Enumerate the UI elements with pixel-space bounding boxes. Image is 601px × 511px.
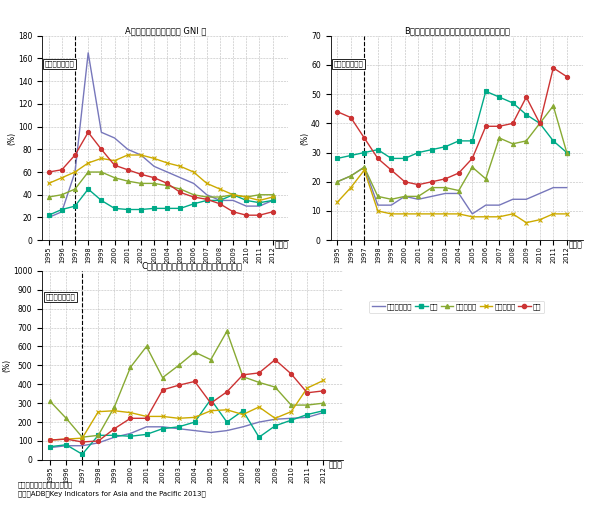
- Text: （年）: （年）: [569, 240, 583, 249]
- Text: 備考：データは全て期末値。: 備考：データは全て期末値。: [18, 481, 73, 488]
- Text: 資料：ADB『Key Indicators for Asia and the Pacific 2013』: 資料：ADB『Key Indicators for Asia and the P…: [18, 491, 206, 497]
- Text: アジア通貨危機: アジア通貨危機: [333, 60, 363, 67]
- Legend: インドネシア, 韓国, マレーシア, フィリピン, タイ: インドネシア, 韓国, マレーシア, フィリピン, タイ: [78, 301, 252, 313]
- Title: B。対外債務残高に占める短期債務残高の割合: B。対外債務残高に占める短期債務残高の割合: [404, 26, 510, 35]
- Text: アジア通貨危機: アジア通貨危機: [44, 60, 75, 67]
- Y-axis label: (%): (%): [7, 131, 16, 145]
- Text: （年）: （年）: [275, 240, 288, 249]
- Legend: インドネシア, 韓国, マレーシア, フィリピン, タイ: インドネシア, 韓国, マレーシア, フィリピン, タイ: [370, 301, 544, 313]
- Title: C。短期債務残高に対する外貨準備高の割合: C。短期債務残高に対する外貨準備高の割合: [142, 261, 243, 270]
- Text: （年）: （年）: [329, 460, 343, 469]
- Y-axis label: (%): (%): [300, 131, 310, 145]
- Text: アジア通貨危機: アジア通貨危機: [45, 293, 75, 300]
- Title: A。総対外債務残高の対 GNI 比: A。総対外債務残高の対 GNI 比: [124, 26, 206, 35]
- Y-axis label: (%): (%): [2, 359, 11, 372]
